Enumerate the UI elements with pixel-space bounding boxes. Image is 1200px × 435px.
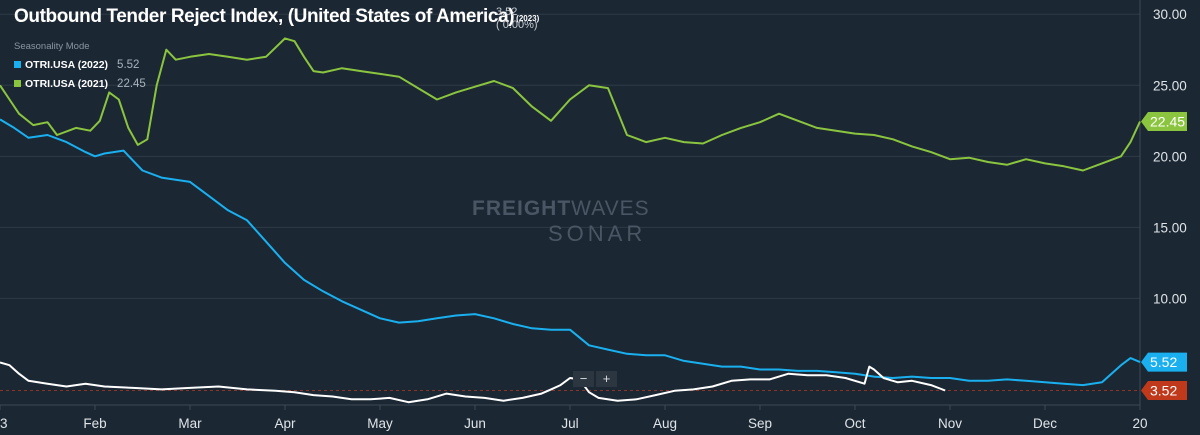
x-tick-label: Oct — [844, 416, 865, 431]
y-tick-label: 15.00 — [1153, 220, 1187, 235]
x-tick-label: Jun — [464, 416, 486, 431]
x-tick-label: 20 — [1132, 416, 1147, 431]
series-line-OTRI.USA (2021) — [0, 37, 1141, 172]
last-value-badge — [1141, 112, 1187, 131]
chart-title-block: Outbound Tender Reject Index, (United St… — [14, 6, 539, 28]
x-tick-label: Nov — [938, 416, 962, 431]
x-tick-label: Apr — [274, 416, 296, 431]
last-value-label: 5.52 — [1150, 354, 1177, 370]
seasonality-mode-label: Seasonality Mode — [14, 41, 90, 52]
x-tick-label: Feb — [83, 416, 106, 431]
legend-swatch-icon — [14, 61, 21, 68]
chart-title-year: (2023) — [516, 14, 540, 23]
zoom-controls: − + — [573, 371, 617, 387]
legend-item-2022[interactable]: OTRI.USA (2022) 5.52 — [14, 55, 146, 74]
legend-name: OTRI.USA (2022) — [25, 58, 109, 71]
x-tick-label: 23 — [0, 416, 8, 431]
last-value-label: 3.52 — [1150, 383, 1177, 399]
last-value-label: 22.45 — [1150, 114, 1185, 130]
current-value-block: 3.52 ( 0.00%) — [496, 6, 538, 32]
series-line-OTRI.USA (2022) — [0, 118, 1141, 387]
legend-name: OTRI.USA (2021) — [25, 77, 109, 90]
chart-title: Outbound Tender Reject Index, (United St… — [14, 6, 515, 27]
series-lines — [0, 37, 1141, 404]
last-value-labels: 3.52 5.52 22.45 — [1141, 112, 1187, 401]
x-tick-label: Aug — [653, 416, 677, 431]
x-tick-label: Dec — [1033, 416, 1057, 431]
legend: OTRI.USA (2022) 5.52 OTRI.USA (2021) 22.… — [14, 55, 146, 93]
y-tick-label: 30.00 — [1153, 7, 1187, 22]
x-tick-label: Jul — [561, 416, 578, 431]
grid-lines — [0, 13, 1140, 392]
last-value-badge — [1141, 381, 1187, 401]
x-tick-label: Mar — [178, 416, 202, 431]
watermark-product: SONAR — [548, 221, 646, 246]
legend-item-2021[interactable]: OTRI.USA (2021) 22.45 — [14, 74, 146, 93]
legend-swatch-icon — [14, 80, 21, 87]
current-change: ( 0.00%) — [496, 19, 538, 31]
y-tick-label: 10.00 — [1153, 291, 1187, 306]
watermark: FREIGHTWAVES SONAR — [472, 197, 650, 246]
series-line-OTRI.USA (2023) — [0, 361, 946, 404]
y-tick-label: 20.00 — [1153, 149, 1187, 164]
watermark-brand: FREIGHTWAVES — [472, 197, 650, 220]
legend-value: 22.45 — [117, 77, 146, 90]
y-tick-label: 25.00 — [1153, 78, 1187, 93]
current-value: 3.52 — [496, 6, 518, 18]
zoom-in-button[interactable]: + — [596, 371, 617, 387]
last-value-badge — [1141, 352, 1187, 372]
zoom-out-button[interactable]: − — [573, 371, 594, 387]
x-tick-label: May — [367, 416, 393, 431]
legend-value: 5.52 — [117, 58, 140, 71]
x-tick-label: Sep — [748, 416, 772, 431]
